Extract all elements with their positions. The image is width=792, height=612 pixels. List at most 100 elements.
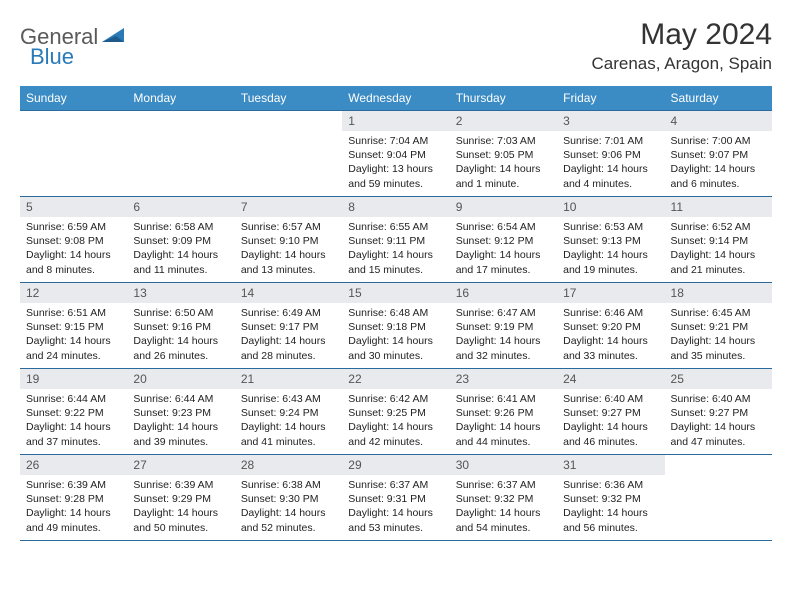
day-detail: Sunrise: 6:37 AMSunset: 9:31 PMDaylight:… [342, 475, 449, 539]
day-cell: 6Sunrise: 6:58 AMSunset: 9:09 PMDaylight… [127, 197, 234, 283]
weekday-header-row: SundayMondayTuesdayWednesdayThursdayFrid… [20, 86, 772, 111]
day-cell: 31Sunrise: 6:36 AMSunset: 9:32 PMDayligh… [557, 455, 664, 541]
day-number: 12 [20, 283, 127, 303]
day-cell [20, 111, 127, 197]
day-detail: Sunrise: 7:00 AMSunset: 9:07 PMDaylight:… [665, 131, 772, 195]
week-row: 5Sunrise: 6:59 AMSunset: 9:08 PMDaylight… [20, 197, 772, 283]
day-detail: Sunrise: 7:01 AMSunset: 9:06 PMDaylight:… [557, 131, 664, 195]
weekday-header: Thursday [450, 86, 557, 111]
day-detail: Sunrise: 6:40 AMSunset: 9:27 PMDaylight:… [665, 389, 772, 453]
day-detail: Sunrise: 6:47 AMSunset: 9:19 PMDaylight:… [450, 303, 557, 367]
day-number: 1 [342, 111, 449, 131]
day-cell: 10Sunrise: 6:53 AMSunset: 9:13 PMDayligh… [557, 197, 664, 283]
week-row: 1Sunrise: 7:04 AMSunset: 9:04 PMDaylight… [20, 111, 772, 197]
day-cell: 18Sunrise: 6:45 AMSunset: 9:21 PMDayligh… [665, 283, 772, 369]
weekday-header: Wednesday [342, 86, 449, 111]
day-number: 10 [557, 197, 664, 217]
day-cell: 11Sunrise: 6:52 AMSunset: 9:14 PMDayligh… [665, 197, 772, 283]
week-row: 19Sunrise: 6:44 AMSunset: 9:22 PMDayligh… [20, 369, 772, 455]
day-detail: Sunrise: 6:37 AMSunset: 9:32 PMDaylight:… [450, 475, 557, 539]
week-row: 26Sunrise: 6:39 AMSunset: 9:28 PMDayligh… [20, 455, 772, 541]
day-cell: 25Sunrise: 6:40 AMSunset: 9:27 PMDayligh… [665, 369, 772, 455]
day-number: 11 [665, 197, 772, 217]
day-detail: Sunrise: 6:53 AMSunset: 9:13 PMDaylight:… [557, 217, 664, 281]
day-cell: 16Sunrise: 6:47 AMSunset: 9:19 PMDayligh… [450, 283, 557, 369]
weekday-header: Monday [127, 86, 234, 111]
day-number: 28 [235, 455, 342, 475]
day-detail: Sunrise: 6:52 AMSunset: 9:14 PMDaylight:… [665, 217, 772, 281]
day-detail: Sunrise: 6:44 AMSunset: 9:22 PMDaylight:… [20, 389, 127, 453]
day-number: 9 [450, 197, 557, 217]
day-number: 29 [342, 455, 449, 475]
day-cell [235, 111, 342, 197]
day-detail: Sunrise: 6:43 AMSunset: 9:24 PMDaylight:… [235, 389, 342, 453]
day-cell [665, 455, 772, 541]
day-cell: 17Sunrise: 6:46 AMSunset: 9:20 PMDayligh… [557, 283, 664, 369]
day-number: 6 [127, 197, 234, 217]
day-number: 23 [450, 369, 557, 389]
day-number: 15 [342, 283, 449, 303]
day-detail: Sunrise: 6:36 AMSunset: 9:32 PMDaylight:… [557, 475, 664, 539]
day-cell: 3Sunrise: 7:01 AMSunset: 9:06 PMDaylight… [557, 111, 664, 197]
day-cell: 15Sunrise: 6:48 AMSunset: 9:18 PMDayligh… [342, 283, 449, 369]
weekday-header: Friday [557, 86, 664, 111]
day-detail: Sunrise: 6:46 AMSunset: 9:20 PMDaylight:… [557, 303, 664, 367]
day-number: 24 [557, 369, 664, 389]
day-detail: Sunrise: 6:51 AMSunset: 9:15 PMDaylight:… [20, 303, 127, 367]
day-detail: Sunrise: 6:42 AMSunset: 9:25 PMDaylight:… [342, 389, 449, 453]
location: Carenas, Aragon, Spain [591, 54, 772, 74]
day-cell: 8Sunrise: 6:55 AMSunset: 9:11 PMDaylight… [342, 197, 449, 283]
day-cell: 30Sunrise: 6:37 AMSunset: 9:32 PMDayligh… [450, 455, 557, 541]
day-number: 20 [127, 369, 234, 389]
day-cell: 22Sunrise: 6:42 AMSunset: 9:25 PMDayligh… [342, 369, 449, 455]
day-cell: 5Sunrise: 6:59 AMSunset: 9:08 PMDaylight… [20, 197, 127, 283]
day-number: 16 [450, 283, 557, 303]
week-row: 12Sunrise: 6:51 AMSunset: 9:15 PMDayligh… [20, 283, 772, 369]
day-number: 4 [665, 111, 772, 131]
day-cell: 4Sunrise: 7:00 AMSunset: 9:07 PMDaylight… [665, 111, 772, 197]
day-detail: Sunrise: 6:55 AMSunset: 9:11 PMDaylight:… [342, 217, 449, 281]
day-cell: 23Sunrise: 6:41 AMSunset: 9:26 PMDayligh… [450, 369, 557, 455]
day-cell: 9Sunrise: 6:54 AMSunset: 9:12 PMDaylight… [450, 197, 557, 283]
day-number: 8 [342, 197, 449, 217]
day-detail: Sunrise: 6:39 AMSunset: 9:29 PMDaylight:… [127, 475, 234, 539]
weekday-header: Saturday [665, 86, 772, 111]
title-block: May 2024 Carenas, Aragon, Spain [591, 18, 772, 74]
day-cell: 2Sunrise: 7:03 AMSunset: 9:05 PMDaylight… [450, 111, 557, 197]
day-detail: Sunrise: 6:48 AMSunset: 9:18 PMDaylight:… [342, 303, 449, 367]
day-detail: Sunrise: 6:54 AMSunset: 9:12 PMDaylight:… [450, 217, 557, 281]
logo-triangle-icon [102, 26, 128, 49]
day-number: 5 [20, 197, 127, 217]
day-number: 13 [127, 283, 234, 303]
day-number: 25 [665, 369, 772, 389]
day-cell: 28Sunrise: 6:38 AMSunset: 9:30 PMDayligh… [235, 455, 342, 541]
day-number: 3 [557, 111, 664, 131]
day-detail: Sunrise: 7:03 AMSunset: 9:05 PMDaylight:… [450, 131, 557, 195]
day-detail: Sunrise: 6:41 AMSunset: 9:26 PMDaylight:… [450, 389, 557, 453]
logo-text-blue: Blue [30, 44, 74, 70]
day-detail: Sunrise: 6:40 AMSunset: 9:27 PMDaylight:… [557, 389, 664, 453]
header: General May 2024 Carenas, Aragon, Spain [20, 18, 772, 74]
day-detail: Sunrise: 6:57 AMSunset: 9:10 PMDaylight:… [235, 217, 342, 281]
day-cell [127, 111, 234, 197]
day-cell: 21Sunrise: 6:43 AMSunset: 9:24 PMDayligh… [235, 369, 342, 455]
day-detail: Sunrise: 7:04 AMSunset: 9:04 PMDaylight:… [342, 131, 449, 195]
day-number: 2 [450, 111, 557, 131]
day-detail: Sunrise: 6:45 AMSunset: 9:21 PMDaylight:… [665, 303, 772, 367]
day-detail: Sunrise: 6:44 AMSunset: 9:23 PMDaylight:… [127, 389, 234, 453]
day-cell: 20Sunrise: 6:44 AMSunset: 9:23 PMDayligh… [127, 369, 234, 455]
day-cell: 29Sunrise: 6:37 AMSunset: 9:31 PMDayligh… [342, 455, 449, 541]
day-number: 22 [342, 369, 449, 389]
day-cell: 13Sunrise: 6:50 AMSunset: 9:16 PMDayligh… [127, 283, 234, 369]
day-cell: 14Sunrise: 6:49 AMSunset: 9:17 PMDayligh… [235, 283, 342, 369]
day-number: 27 [127, 455, 234, 475]
day-number: 18 [665, 283, 772, 303]
day-number: 26 [20, 455, 127, 475]
day-cell: 12Sunrise: 6:51 AMSunset: 9:15 PMDayligh… [20, 283, 127, 369]
day-number: 14 [235, 283, 342, 303]
weekday-header: Sunday [20, 86, 127, 111]
day-detail: Sunrise: 6:50 AMSunset: 9:16 PMDaylight:… [127, 303, 234, 367]
day-number: 17 [557, 283, 664, 303]
day-detail: Sunrise: 6:49 AMSunset: 9:17 PMDaylight:… [235, 303, 342, 367]
weekday-header: Tuesday [235, 86, 342, 111]
